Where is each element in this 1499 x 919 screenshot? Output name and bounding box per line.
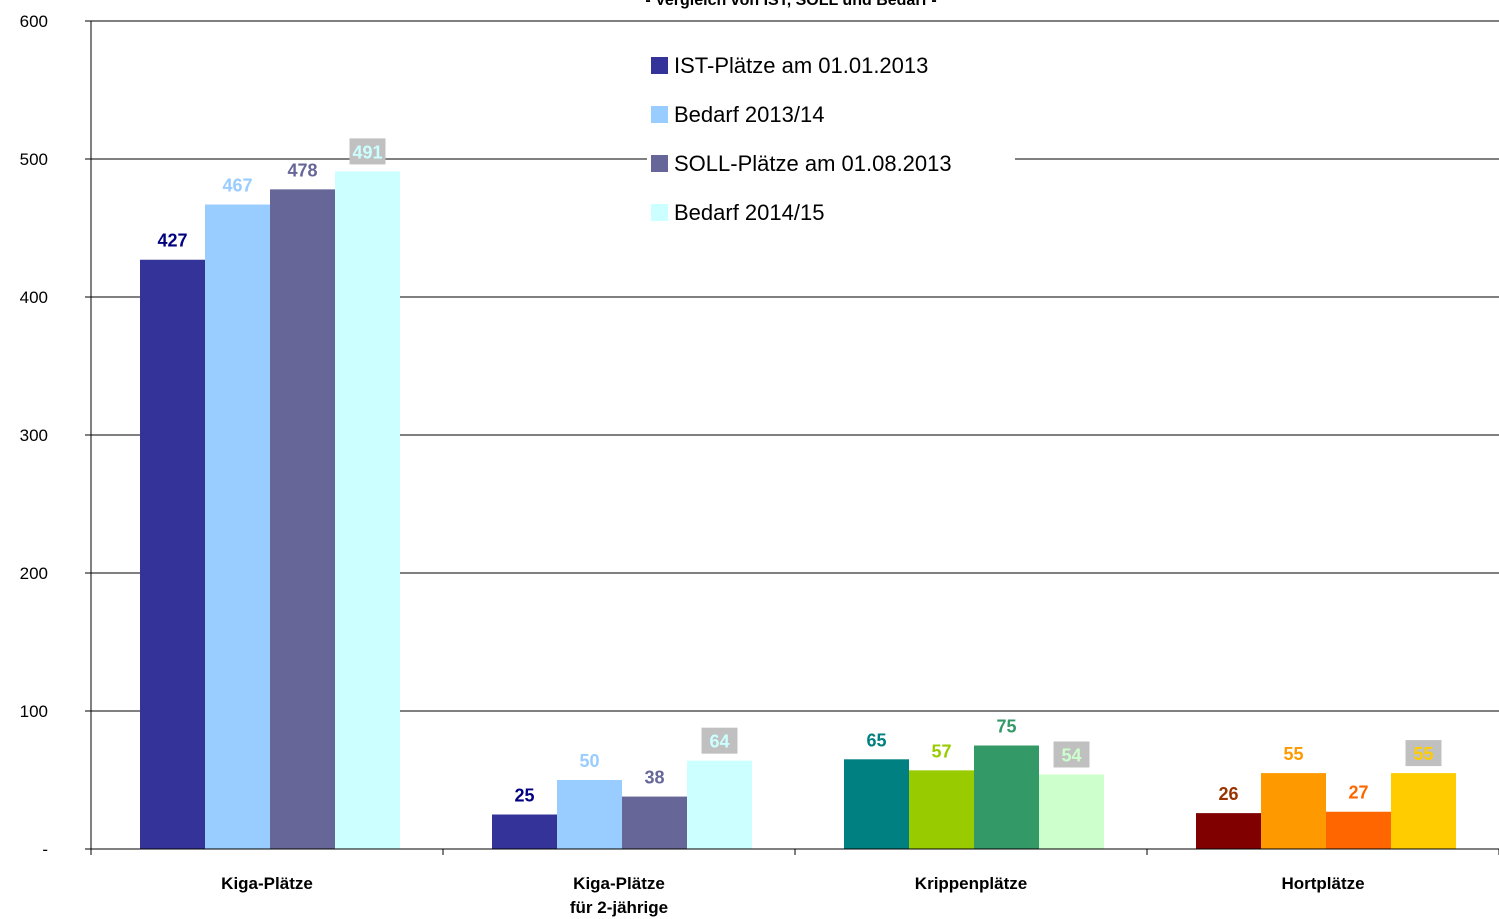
- y-tick-label: 100: [20, 702, 48, 721]
- bar: [909, 770, 974, 849]
- y-tick-label: 500: [20, 150, 48, 169]
- legend-label: SOLL-Plätze am 01.08.2013: [674, 151, 952, 176]
- bar: [492, 814, 557, 849]
- bar: [1261, 773, 1326, 849]
- bar-series: [140, 171, 1456, 850]
- bar: [270, 189, 335, 850]
- bar: [687, 760, 752, 849]
- category-label: Kiga-Plätze: [221, 874, 313, 893]
- data-label: 54: [1061, 745, 1081, 765]
- bar: [1039, 774, 1104, 849]
- legend-swatch: [651, 106, 668, 123]
- data-label: 38: [644, 768, 664, 788]
- data-label: 491: [352, 142, 382, 162]
- bar: [557, 780, 622, 849]
- y-tick-label: -: [42, 840, 48, 859]
- data-label: 467: [222, 176, 252, 196]
- data-label: 65: [866, 730, 886, 750]
- data-labels: 427 467 478 491 25 50 38 64 65 57 75 54 26 55 27 55: [157, 138, 1442, 806]
- category-label: Hortplätze: [1281, 874, 1364, 893]
- data-label: 57: [931, 741, 951, 761]
- bar: [140, 259, 205, 849]
- legend-label: IST-Plätze am 01.01.2013: [674, 53, 928, 78]
- data-label: 55: [1413, 744, 1433, 764]
- y-tick-label: 300: [20, 426, 48, 445]
- legend-swatch: [651, 155, 668, 172]
- category-label: Kiga-Plätze: [573, 874, 665, 893]
- legend-label: Bedarf 2013/14: [674, 102, 824, 127]
- y-tick-label: 600: [20, 12, 48, 31]
- legend-background: [647, 47, 1015, 220]
- data-label: 25: [514, 786, 534, 806]
- legend-label: Bedarf 2014/15: [674, 200, 824, 225]
- legend-swatch: [651, 57, 668, 74]
- data-label: 26: [1218, 784, 1238, 804]
- data-label: 427: [157, 231, 187, 251]
- category-label: Krippenplätze: [915, 874, 1027, 893]
- data-label: 75: [996, 717, 1016, 737]
- data-label-box: [349, 138, 386, 165]
- axes: - 100 200 300 400 500 600 Kiga-Plätze Kiga-Plätz…: [20, 12, 1499, 917]
- bar: [1326, 811, 1391, 849]
- bar: [622, 796, 687, 849]
- data-label: 55: [1283, 744, 1303, 764]
- data-label-box: [701, 727, 738, 754]
- bar: [1196, 813, 1261, 849]
- bar: [335, 171, 400, 850]
- data-label: 27: [1348, 783, 1368, 803]
- y-tick-label: 400: [20, 288, 48, 307]
- data-label: 478: [287, 160, 317, 180]
- data-label: 64: [709, 732, 729, 752]
- data-label-box: [1405, 740, 1442, 767]
- chart-title: - Vergleich von IST, SOLL und Bedarf -: [645, 0, 936, 9]
- bar: [844, 759, 909, 849]
- legend-swatch: [651, 204, 668, 221]
- legend: IST-Plätze am 01.01.2013 Bedarf 2013/14 SO…: [647, 47, 1015, 225]
- y-tick-label: 200: [20, 564, 48, 583]
- data-label: 50: [579, 751, 599, 771]
- bar: [974, 745, 1039, 849]
- category-label: für 2-jährige: [570, 898, 668, 917]
- bar: [205, 204, 270, 850]
- data-label-box: [1053, 741, 1090, 768]
- bar: [1391, 773, 1456, 849]
